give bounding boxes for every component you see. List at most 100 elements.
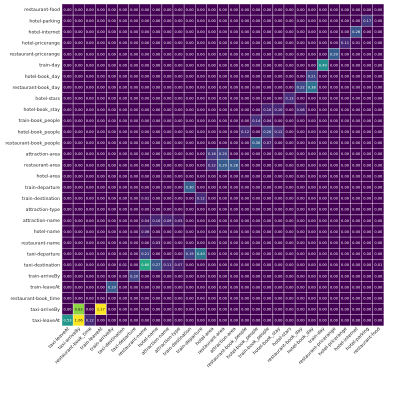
cell-value-label: 0.00 (219, 130, 228, 134)
cell-value-label: 0.00 (352, 285, 361, 289)
row-tick-label: restaurant-book_people (5, 140, 60, 146)
cell-value-label: 0.00 (241, 152, 250, 156)
cell-value-label: 0.00 (241, 219, 250, 223)
cell-value-label: 0.00 (97, 141, 106, 145)
cell-value-label: 0.00 (175, 308, 184, 312)
cell-value-label: 0.00 (241, 308, 250, 312)
cell-value-label: 0.00 (108, 308, 117, 312)
cell-value-label: 0.00 (374, 141, 383, 145)
cell-value-label: 0.00 (308, 208, 317, 212)
cell-value-label: 0.00 (97, 52, 106, 56)
cell-value-label: 0.00 (341, 208, 350, 212)
cell-value-label: 0.00 (308, 19, 317, 23)
cell-value-label: 0.00 (97, 208, 106, 212)
cell-value-label: 0.00 (263, 274, 272, 278)
cell-value-label: 0.00 (263, 296, 272, 300)
cell-value-label: 0.00 (297, 285, 306, 289)
cell-value-label: 0.00 (252, 74, 261, 78)
row-tick-label: attraction-name (23, 218, 60, 224)
cell-value-label: 0.00 (297, 197, 306, 201)
cell-value-label: 0.00 (152, 19, 161, 23)
cell-value-label: 0.00 (141, 285, 150, 289)
cell-value-label: 0.00 (308, 230, 317, 234)
cell-value-label: 0.00 (186, 319, 195, 323)
cell-value-label: 0.27 (152, 263, 160, 267)
cell-value-label: 0.00 (219, 274, 228, 278)
cell-value-label: 0.00 (252, 63, 261, 67)
cell-value-label: 0.00 (141, 130, 150, 134)
cell-value-label: 0.00 (86, 8, 95, 12)
cell-value-label: 0.00 (130, 41, 139, 45)
cell-value-label: 0.00 (297, 19, 306, 23)
cell-value-label: 0.00 (197, 163, 206, 167)
cell-value-label: 0.00 (252, 185, 261, 189)
cell-value-label: 0.00 (241, 174, 250, 178)
cell-value-label: 0.21 (141, 252, 149, 256)
cell-value-label: 0.00 (286, 219, 295, 223)
cell-value-label: 0.00 (308, 308, 317, 312)
cell-value-label: 0.00 (252, 252, 261, 256)
cell-value-label: 0.00 (374, 63, 383, 67)
cell-value-label: 0.00 (130, 30, 139, 34)
cell-value-label: 0.00 (75, 263, 84, 267)
cell-value-label: 0.00 (197, 241, 206, 245)
cell-value-label: 0.00 (286, 74, 295, 78)
cell-value-label: 0.00 (252, 52, 261, 56)
cell-value-label: 0.00 (330, 308, 339, 312)
cell-value-label: 0.00 (119, 163, 128, 167)
cell-value-label: 0.00 (130, 52, 139, 56)
cell-value-label: 0.00 (163, 252, 172, 256)
cell-value-label: 0.00 (230, 97, 239, 101)
row-tick-label: restaurant-food (24, 7, 60, 13)
cell-value-label: 0.00 (363, 97, 372, 101)
cell-value-label: 0.00 (219, 174, 228, 178)
cell-value-label: 0.00 (108, 52, 117, 56)
cell-value-label: 0.00 (219, 285, 228, 289)
cell-value-label: 0.00 (252, 241, 261, 245)
cell-value-label: 0.00 (374, 74, 383, 78)
cell-value-label: 0.00 (352, 63, 361, 67)
cell-value-label: 0.00 (163, 163, 172, 167)
cell-value-label: 0.00 (75, 296, 84, 300)
cell-value-label: 0.00 (319, 230, 328, 234)
cell-value-label: 0.00 (130, 197, 139, 201)
cell-value-label: 0.00 (186, 241, 195, 245)
cell-value-label: 0.00 (141, 108, 150, 112)
cell-value-label: 0.00 (186, 163, 195, 167)
cell-value-label: 0.00 (286, 185, 295, 189)
cell-value-label: 0.00 (141, 119, 150, 123)
cell-value-label: 0.00 (341, 308, 350, 312)
cell-value-label: 0.00 (119, 208, 128, 212)
cell-value-label: 0.00 (86, 119, 95, 123)
cell-value-label: 0.00 (297, 119, 306, 123)
cell-value-label: 0.00 (175, 174, 184, 178)
cell-value-label: 0.00 (108, 108, 117, 112)
cell-value-label: 0.00 (297, 319, 306, 323)
cell-value-label: 0.00 (152, 41, 161, 45)
cell-value-label: 0.00 (286, 241, 295, 245)
cell-value-label: 0.00 (208, 263, 217, 267)
cell-value-label: 0.00 (175, 86, 184, 90)
cell-value-label: 0.00 (152, 285, 161, 289)
cell-value-label: 0.00 (163, 30, 172, 34)
cell-value-label: 0.00 (75, 241, 84, 245)
cell-value-label: 0.00 (374, 308, 383, 312)
cell-value-label: 0.00 (197, 86, 206, 90)
cell-value-label: 0.00 (152, 152, 161, 156)
cell-value-label: 0.00 (263, 152, 272, 156)
cell-value-label: 0.53 (64, 319, 72, 323)
cell-value-label: 0.00 (208, 308, 217, 312)
cell-value-label: 0.00 (208, 296, 217, 300)
cell-value-label: 0.00 (330, 152, 339, 156)
cell-value-label: 0.00 (197, 41, 206, 45)
cell-value-label: 0.00 (274, 163, 283, 167)
cell-value-label: 0.00 (86, 296, 95, 300)
cell-value-label: 0.00 (330, 74, 339, 78)
cell-value-label: 0.12 (197, 197, 205, 201)
cell-value-label: 0.00 (319, 185, 328, 189)
cell-value-label: 0.00 (308, 41, 317, 45)
cell-value-label: 0.00 (330, 230, 339, 234)
cell-value-label: 0.00 (75, 41, 84, 45)
cell-value-label: 0.00 (108, 141, 117, 145)
cell-value-label: 0.00 (319, 319, 328, 323)
